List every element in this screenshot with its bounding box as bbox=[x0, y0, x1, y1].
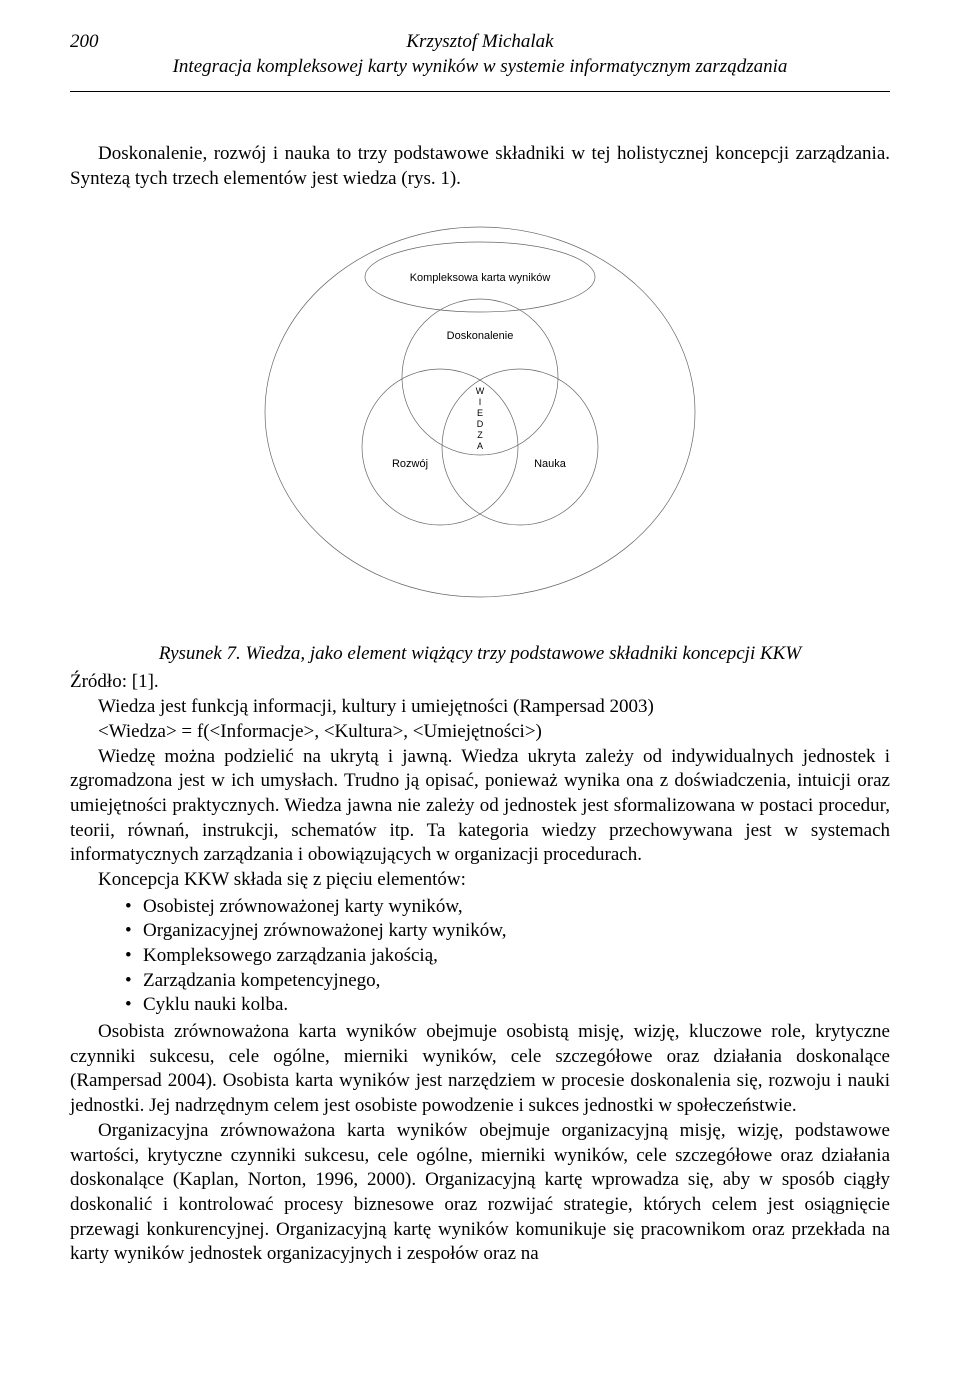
bullet-item: Kompleksowego zarządzania jakością, bbox=[125, 944, 890, 969]
page-number: 200 bbox=[70, 30, 99, 55]
svg-text:Z: Z bbox=[477, 430, 483, 440]
bullet-list: Osobistej zrównoważonej karty wyników,Or… bbox=[70, 895, 890, 1018]
svg-text:W: W bbox=[476, 386, 485, 396]
organizacyjna-paragraph: Organizacyjna zrównoważona karta wyników… bbox=[70, 1119, 890, 1267]
figure-caption: Rysunek 7. Wiedza, jako element wiążący … bbox=[70, 642, 890, 667]
svg-text:Nauka: Nauka bbox=[534, 458, 567, 470]
osobista-paragraph: Osobista zrównoważona karta wyników obej… bbox=[70, 1020, 890, 1119]
venn-diagram: Kompleksowa karta wyników Doskonalenie Roz… bbox=[70, 222, 890, 607]
svg-text:D: D bbox=[477, 419, 484, 429]
header-author: Krzysztof Michalak bbox=[99, 30, 862, 55]
bullet-item: Organizacyjnej zrównoważonej karty wynik… bbox=[125, 919, 890, 944]
wiedza-line-2: <Wiedza> = f(<Informacje>, <Kultura>, <U… bbox=[70, 720, 890, 745]
figure-source: Źródło: [1]. bbox=[70, 670, 890, 695]
header-divider bbox=[70, 91, 890, 92]
svg-text:I: I bbox=[479, 397, 482, 407]
venn-svg: Kompleksowa karta wyników Doskonalenie Roz… bbox=[260, 222, 700, 607]
svg-text:E: E bbox=[477, 408, 483, 418]
svg-text:Doskonalenie: Doskonalenie bbox=[447, 330, 514, 342]
koncepcja-intro: Koncepcja KKW składa się z pięciu elemen… bbox=[70, 868, 890, 893]
intro-paragraph: Doskonalenie, rozwój i nauka to trzy pod… bbox=[70, 142, 890, 191]
bullet-item: Osobistej zrównoważonej karty wyników, bbox=[125, 895, 890, 920]
bullet-item: Zarządzania kompetencyjnego, bbox=[125, 969, 890, 994]
svg-text:A: A bbox=[477, 441, 483, 451]
header-subtitle: Integracja kompleksowej karty wyników w … bbox=[70, 55, 890, 80]
wiedza-line-1: Wiedza jest funkcją informacji, kultury … bbox=[70, 695, 890, 720]
bullet-item: Cyklu nauki kolba. bbox=[125, 993, 890, 1018]
svg-text:Rozwój: Rozwój bbox=[392, 458, 428, 470]
wiedza-line-3: Wiedzę można podzielić na ukrytą i jawną… bbox=[70, 745, 890, 868]
svg-text:Kompleksowa karta wyników: Kompleksowa karta wyników bbox=[410, 272, 551, 284]
